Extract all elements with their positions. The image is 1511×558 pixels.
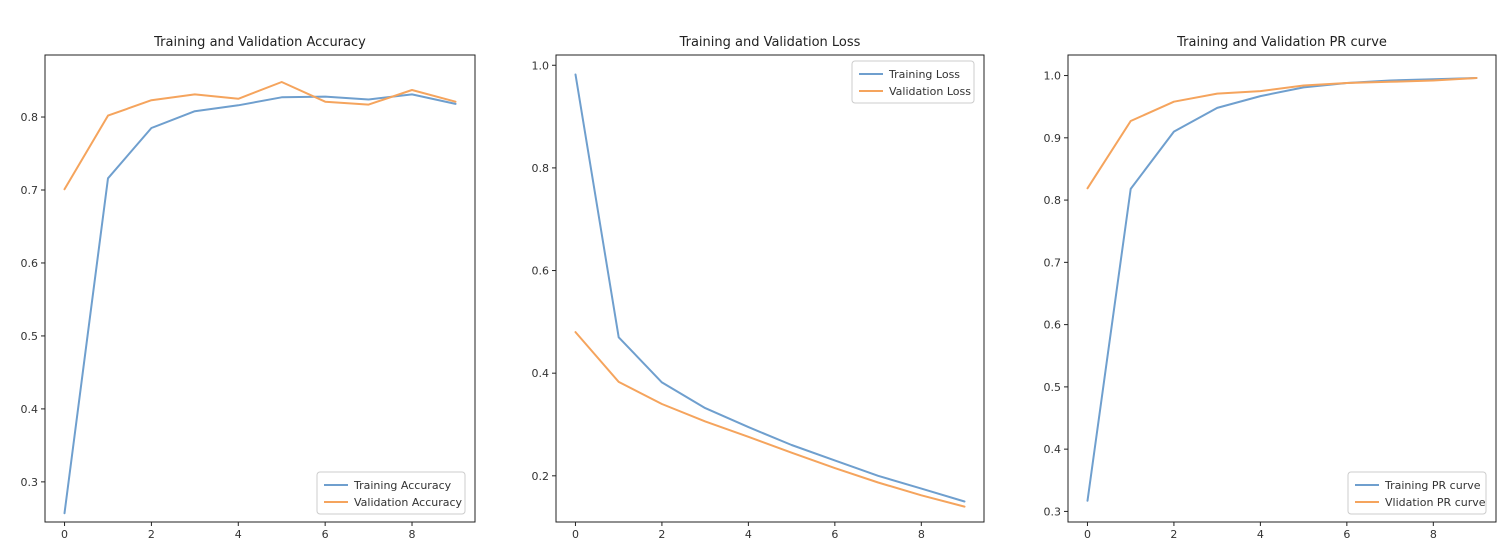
accuracy-x-tick-label: 6	[322, 528, 329, 541]
accuracy-axes-frame	[44, 54, 476, 523]
loss-x-tick-label: 4	[745, 528, 752, 541]
loss-x-tick-label: 2	[658, 528, 665, 541]
loss-legend-label: Validation Loss	[889, 85, 971, 98]
pr-curve-legend-label: Vlidation PR curve	[1385, 496, 1486, 509]
pr-curve-y-tick-label: 0.5	[1044, 381, 1062, 394]
pr-curve-legend-label: Training PR curve	[1384, 479, 1481, 492]
loss-legend-box	[851, 60, 975, 104]
loss-x-tick-label: 8	[918, 528, 925, 541]
accuracy-y-tick-label: 0.7	[21, 184, 39, 197]
accuracy-legend-label: Validation Accuracy	[354, 496, 463, 509]
pr-curve-x-tick-label: 8	[1430, 528, 1437, 541]
accuracy-x-tick-label: 8	[409, 528, 416, 541]
loss-y-tick-label: 0.2	[532, 470, 550, 483]
accuracy-validation-accuracy-line	[63, 81, 457, 191]
pr-curve-axes-frame	[1067, 54, 1497, 523]
accuracy-y-tick-label: 0.4	[21, 403, 39, 416]
loss-legend-label: Training Loss	[888, 68, 960, 81]
pr-curve-x-tick-label: 0	[1084, 528, 1091, 541]
accuracy-legend-label: Training Accuracy	[353, 479, 452, 492]
accuracy-legend: Training Accuracy Validation Accuracy	[316, 471, 466, 515]
accuracy-x-tick-label: 4	[235, 528, 242, 541]
loss-x-tick-label: 6	[831, 528, 838, 541]
accuracy-y-tick-label: 0.6	[21, 257, 39, 270]
accuracy-chart-title: Training and Validation Accuracy	[153, 35, 366, 50]
accuracy-legend-box	[316, 471, 466, 515]
pr-curve-y-tick-label: 0.8	[1044, 194, 1062, 207]
loss-y-tick-label: 0.4	[532, 367, 550, 380]
loss-y-tick-label: 0.6	[532, 265, 550, 278]
accuracy-y-tick-label: 0.5	[21, 330, 39, 343]
accuracy-y-tick-label: 0.3	[21, 476, 39, 489]
pr-curve-x-tick-label: 4	[1257, 528, 1264, 541]
pr-curve-y-tick-label: 0.4	[1044, 443, 1062, 456]
loss-training-loss-line	[574, 73, 966, 503]
accuracy-y-tick-label: 0.8	[21, 111, 39, 124]
loss-axes-frame	[555, 54, 985, 523]
accuracy-x-tick-label: 2	[148, 528, 155, 541]
pr-curve-y-tick-label: 0.3	[1044, 505, 1062, 518]
loss-validation-loss-line	[574, 331, 966, 508]
pr-curve-legend: Training PR curve Vlidation PR curve	[1347, 471, 1487, 515]
pr-curve-chart-panel: Training and Validation PR curve 0 2 4 6 8 0.3…	[1044, 35, 1497, 541]
pr-curve-y-tick-label: 0.7	[1044, 256, 1062, 269]
pr-curve-y-tick-label: 1.0	[1044, 70, 1062, 83]
pr-curve-y-tick-label: 0.9	[1044, 132, 1062, 145]
pr-curve-x-tick-label: 2	[1170, 528, 1177, 541]
pr-curve-vlidation-pr-curve-line	[1086, 77, 1478, 190]
loss-y-tick-label: 0.8	[532, 162, 550, 175]
pr-curve-training-pr-curve-line	[1086, 77, 1478, 502]
pr-curve-y-tick-label: 0.6	[1044, 319, 1062, 332]
accuracy-x-tick-label: 0	[61, 528, 68, 541]
accuracy-training-accuracy-line	[63, 93, 457, 515]
accuracy-chart-panel: Training and Validation Accuracy 0 2 4 6 8 0.3…	[21, 35, 476, 541]
loss-x-tick-label: 0	[572, 528, 579, 541]
loss-legend: Training Loss Validation Loss	[851, 60, 975, 104]
pr-curve-legend-box	[1347, 471, 1487, 515]
pr-curve-x-tick-label: 6	[1343, 528, 1350, 541]
loss-chart-title: Training and Validation Loss	[679, 35, 861, 50]
loss-y-tick-label: 1.0	[532, 59, 550, 72]
pr-curve-chart-title: Training and Validation PR curve	[1176, 35, 1387, 50]
loss-chart-panel: Training and Validation Loss 0 2 4 6 8 0.2 0.4 0…	[532, 35, 985, 541]
